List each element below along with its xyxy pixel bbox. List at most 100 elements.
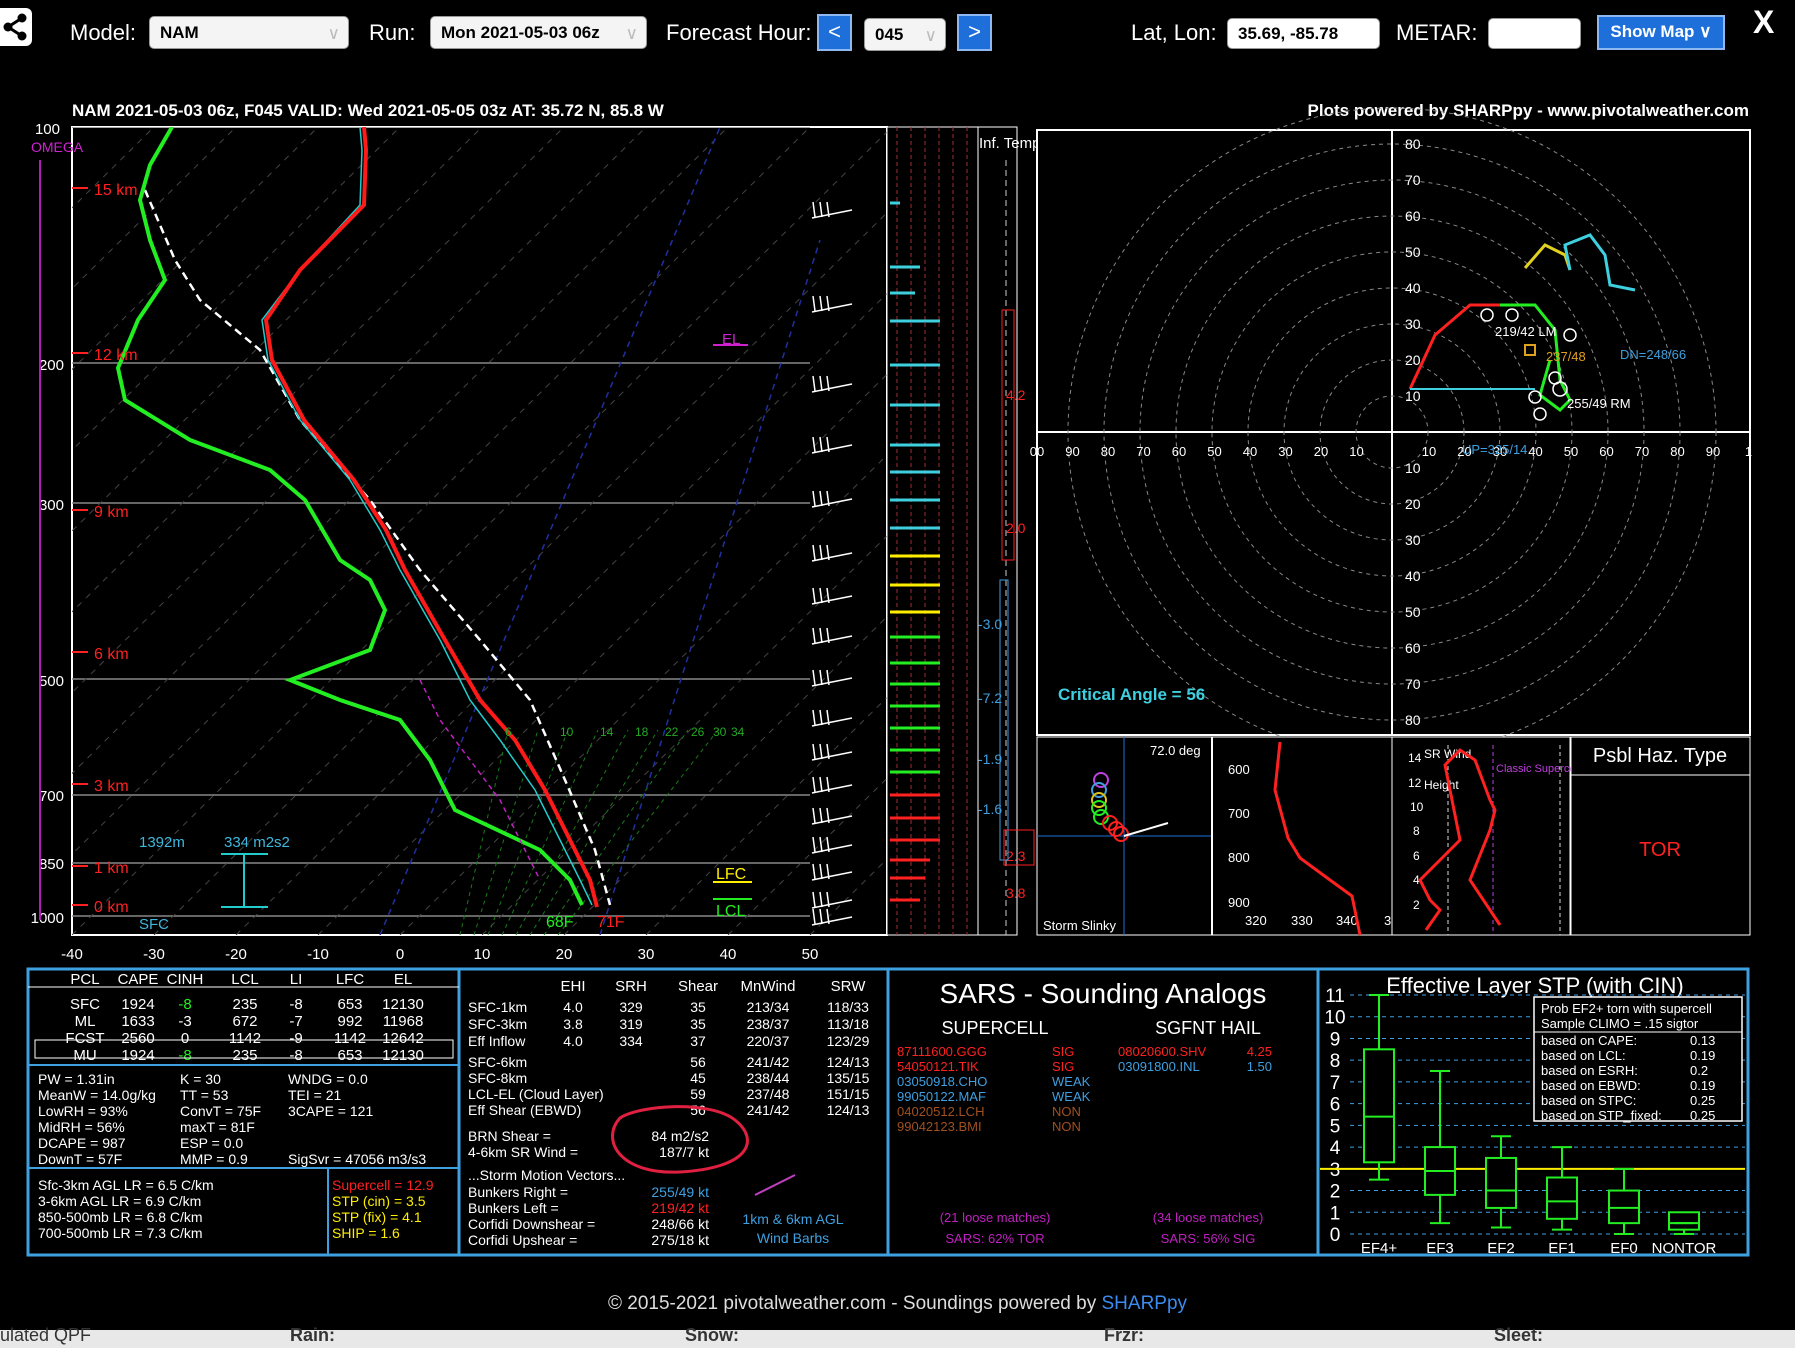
hazard-value: TOR [1639, 839, 1681, 861]
hodo-height-marker [1528, 390, 1542, 404]
metar-input[interactable] [1488, 18, 1581, 49]
kin-cell: 124/13 [827, 1054, 870, 1070]
t-tick-7: 30 [638, 946, 655, 963]
share-icon[interactable] [0, 8, 32, 46]
hodo-3-6km [1500, 303, 1572, 412]
hodograph-trace [1408, 233, 1636, 421]
eff-inflow-srh: 334 m2s2 [224, 834, 290, 851]
hodo-x-13: 40 [1528, 444, 1542, 459]
kin-header: MnWind [740, 978, 795, 995]
metar-label: METAR: [1396, 20, 1478, 45]
inf-temp-7: 3.8 [1006, 885, 1026, 901]
mixing-ratio-18: 18 [635, 725, 649, 739]
hodo-ring-down-60: 60 [1405, 640, 1421, 656]
run-select[interactable]: Mon 2021-05-03 06z ∨ [430, 16, 647, 49]
left-mover-label: 219/42 LM [1495, 324, 1556, 339]
sars-hail-match: 03091800.INL [1118, 1059, 1200, 1074]
kinematics-table: EHI SRH Shear MnWind SRW SFC-1km 4.0 329 35 213/3… [468, 978, 870, 1248]
hodo-height-marker [1533, 407, 1547, 421]
sars-supercell-class: SIG [1052, 1044, 1074, 1059]
composite-index: STP (fix) = 4.1 [332, 1209, 422, 1225]
hodo-ring-up-10: 10 [1405, 388, 1421, 404]
parcel-header: LFC [336, 971, 365, 988]
kin-header: SRW [831, 978, 867, 995]
stp-prob-box [1533, 996, 1743, 1122]
parcel-header: EL [394, 971, 412, 988]
lapse-rate: 700-500mb LR = 7.3 C/km [38, 1225, 203, 1241]
parcel-cell: 653 [337, 1047, 362, 1064]
kin-cell: 56 [690, 1102, 706, 1118]
kin-cell: 37 [690, 1033, 706, 1049]
hodo-x-10: 10 [1422, 444, 1436, 459]
inf-temp-1: 2.0 [1006, 520, 1026, 536]
forecast-hour-select[interactable]: 045 ∨ [864, 18, 946, 51]
show-map-button[interactable]: Show Map ∨ [1597, 15, 1725, 50]
parcel-table: PCL CAPE CINH LCL LI LFC EL SFC 1924 -8 235 -8 653 12… [34, 971, 454, 1064]
height-9km: 9 km [94, 504, 129, 521]
hodo-height-marker [1505, 308, 1519, 322]
stp-prob-value: 0.2 [1690, 1063, 1708, 1078]
kin-layer: Eff Shear (EBWD) [468, 1102, 581, 1118]
kin-cell: 238/37 [747, 1016, 790, 1032]
sars-supercell-class: NON [1052, 1104, 1081, 1119]
parcel-cell: 1633 [121, 1013, 154, 1030]
kin-cell: 3.8 [563, 1016, 583, 1032]
index-value: K = 30 [180, 1071, 221, 1087]
hodo-x-16: 70 [1635, 444, 1649, 459]
wind-barb [811, 375, 853, 393]
sharppy-link[interactable]: SHARPpy [1101, 1293, 1188, 1314]
next-hour-button[interactable]: > [957, 14, 992, 51]
p-tick-1000: 1000 [31, 910, 64, 927]
barbs-label-2: Wind Barbs [757, 1230, 829, 1246]
skewt-profiles [115, 127, 612, 908]
mean-wind-marker [1524, 344, 1536, 356]
parcel-cell: 2560 [121, 1030, 154, 1047]
p-tick-200: 200 [39, 357, 64, 374]
parcel-cell: -3 [178, 1013, 191, 1030]
storm-motion-value: 248/66 kt [651, 1216, 709, 1232]
parcel-cell: SFC [70, 996, 100, 1013]
sars-hail-prob: SARS: 56% SIG [1161, 1231, 1256, 1246]
kin-cell: 35 [690, 1016, 706, 1032]
kin-layer: LCL-EL (Cloud Layer) [468, 1086, 604, 1102]
surface-temperature: 71F [597, 914, 625, 931]
parcel-cell: 12130 [382, 996, 424, 1013]
frzr-label: Frzr: [1104, 1325, 1144, 1345]
hodo-9-12km [1563, 233, 1636, 292]
stp-y-tick: 1 [1330, 1203, 1341, 1224]
stp-prob-title: Prob EF2+ torn with supercell [1541, 1001, 1712, 1016]
prev-hour-button[interactable]: < [817, 14, 852, 51]
hodo-x-2: 80 [1101, 444, 1115, 459]
parcel-header: CAPE [118, 971, 159, 988]
hodo-x-7: 30 [1278, 444, 1292, 459]
sars-supercell-match: 04020512.LCH [897, 1104, 984, 1119]
hodograph-rings [1067, 107, 1717, 757]
stp-title: Effective Layer STP (with CIN) [1386, 973, 1684, 998]
parcel-cell: MU [73, 1047, 96, 1064]
kin-layer: SFC-6km [468, 1054, 527, 1070]
stp-category: EF4+ [1361, 1240, 1398, 1257]
downshear-label: DN=248/66 [1620, 347, 1686, 362]
kin-header: SRH [615, 978, 647, 995]
theta-p-600: 600 [1228, 762, 1250, 777]
height-labels: 15 km 12 km 9 km 6 km 3 km 1 km 0 km [94, 182, 138, 916]
hodo-height-marker [1480, 308, 1494, 322]
hodo-x-1: 90 [1065, 444, 1079, 459]
skewt-diagram: 100 200 300 500 700 850 1000 -40 -30 -20 -1… [31, 121, 888, 963]
latlon-input[interactable]: 35.69, -85.78 [1227, 18, 1380, 49]
srwind-subtitle: Height [1424, 778, 1459, 792]
close-button[interactable]: X [1753, 4, 1775, 40]
upshear-label: UP=325/14 [1462, 442, 1527, 457]
model-select[interactable]: NAM ∨ [149, 16, 349, 49]
sounding-figure: NAM 2021-05-03 06z, F045 VALID: Wed 2021… [26, 101, 1752, 1257]
storm-motion-label: Corfidi Upshear = [468, 1232, 577, 1248]
right-mover-label: 255/49 RM [1567, 396, 1631, 411]
wind-barb [811, 436, 853, 454]
rain-label: Rain: [290, 1325, 335, 1345]
sars-supercell-match: 99050122.MAF [897, 1089, 986, 1104]
stp-category: EF0 [1610, 1240, 1638, 1257]
mixing-ratio-30: 30 [713, 725, 727, 739]
downdraft-trace [419, 679, 541, 881]
kin-cell: 329 [619, 999, 643, 1015]
